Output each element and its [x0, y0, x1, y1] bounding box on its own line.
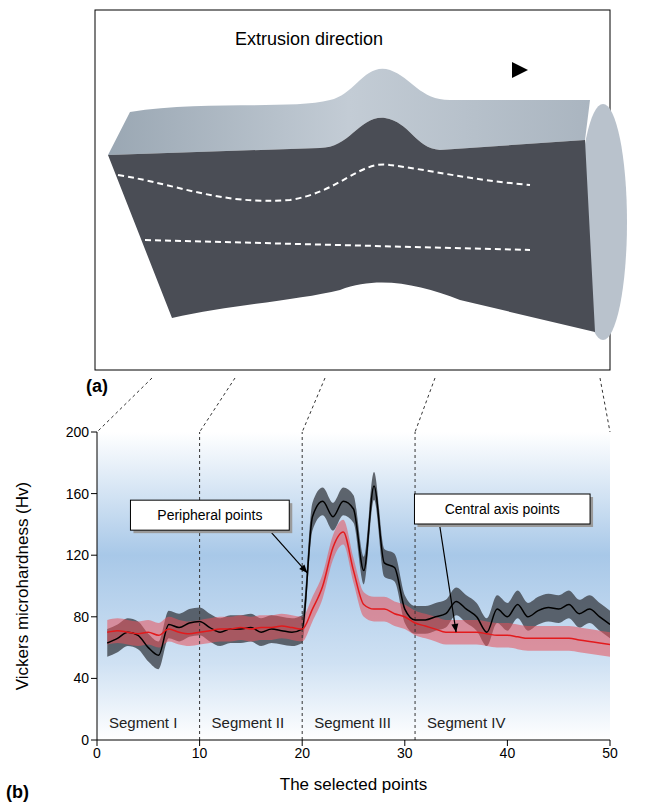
svg-text:Segment III: Segment III	[314, 714, 391, 731]
svg-text:200: 200	[66, 424, 90, 440]
svg-text:Extrusion direction: Extrusion direction	[235, 29, 383, 49]
svg-text:120: 120	[66, 547, 90, 563]
svg-text:20: 20	[294, 745, 310, 761]
svg-text:0: 0	[81, 732, 89, 748]
svg-text:50: 50	[602, 745, 618, 761]
svg-text:10: 10	[192, 745, 208, 761]
svg-text:Segment I: Segment I	[109, 714, 177, 731]
svg-text:(b): (b)	[6, 782, 29, 802]
svg-text:40: 40	[500, 745, 516, 761]
svg-text:0: 0	[93, 745, 101, 761]
svg-text:30: 30	[397, 745, 413, 761]
svg-text:80: 80	[73, 609, 89, 625]
svg-text:Central axis points: Central axis points	[445, 501, 560, 517]
svg-text:Segment II: Segment II	[212, 714, 285, 731]
svg-text:160: 160	[66, 486, 90, 502]
svg-text:The selected points: The selected points	[280, 775, 427, 794]
svg-text:Vickers microhardness (Hv): Vickers microhardness (Hv)	[13, 482, 32, 690]
svg-text:(a): (a)	[86, 376, 108, 396]
svg-text:Peripheral points: Peripheral points	[157, 507, 262, 523]
svg-text:Segment IV: Segment IV	[427, 714, 505, 731]
svg-text:40: 40	[73, 670, 89, 686]
